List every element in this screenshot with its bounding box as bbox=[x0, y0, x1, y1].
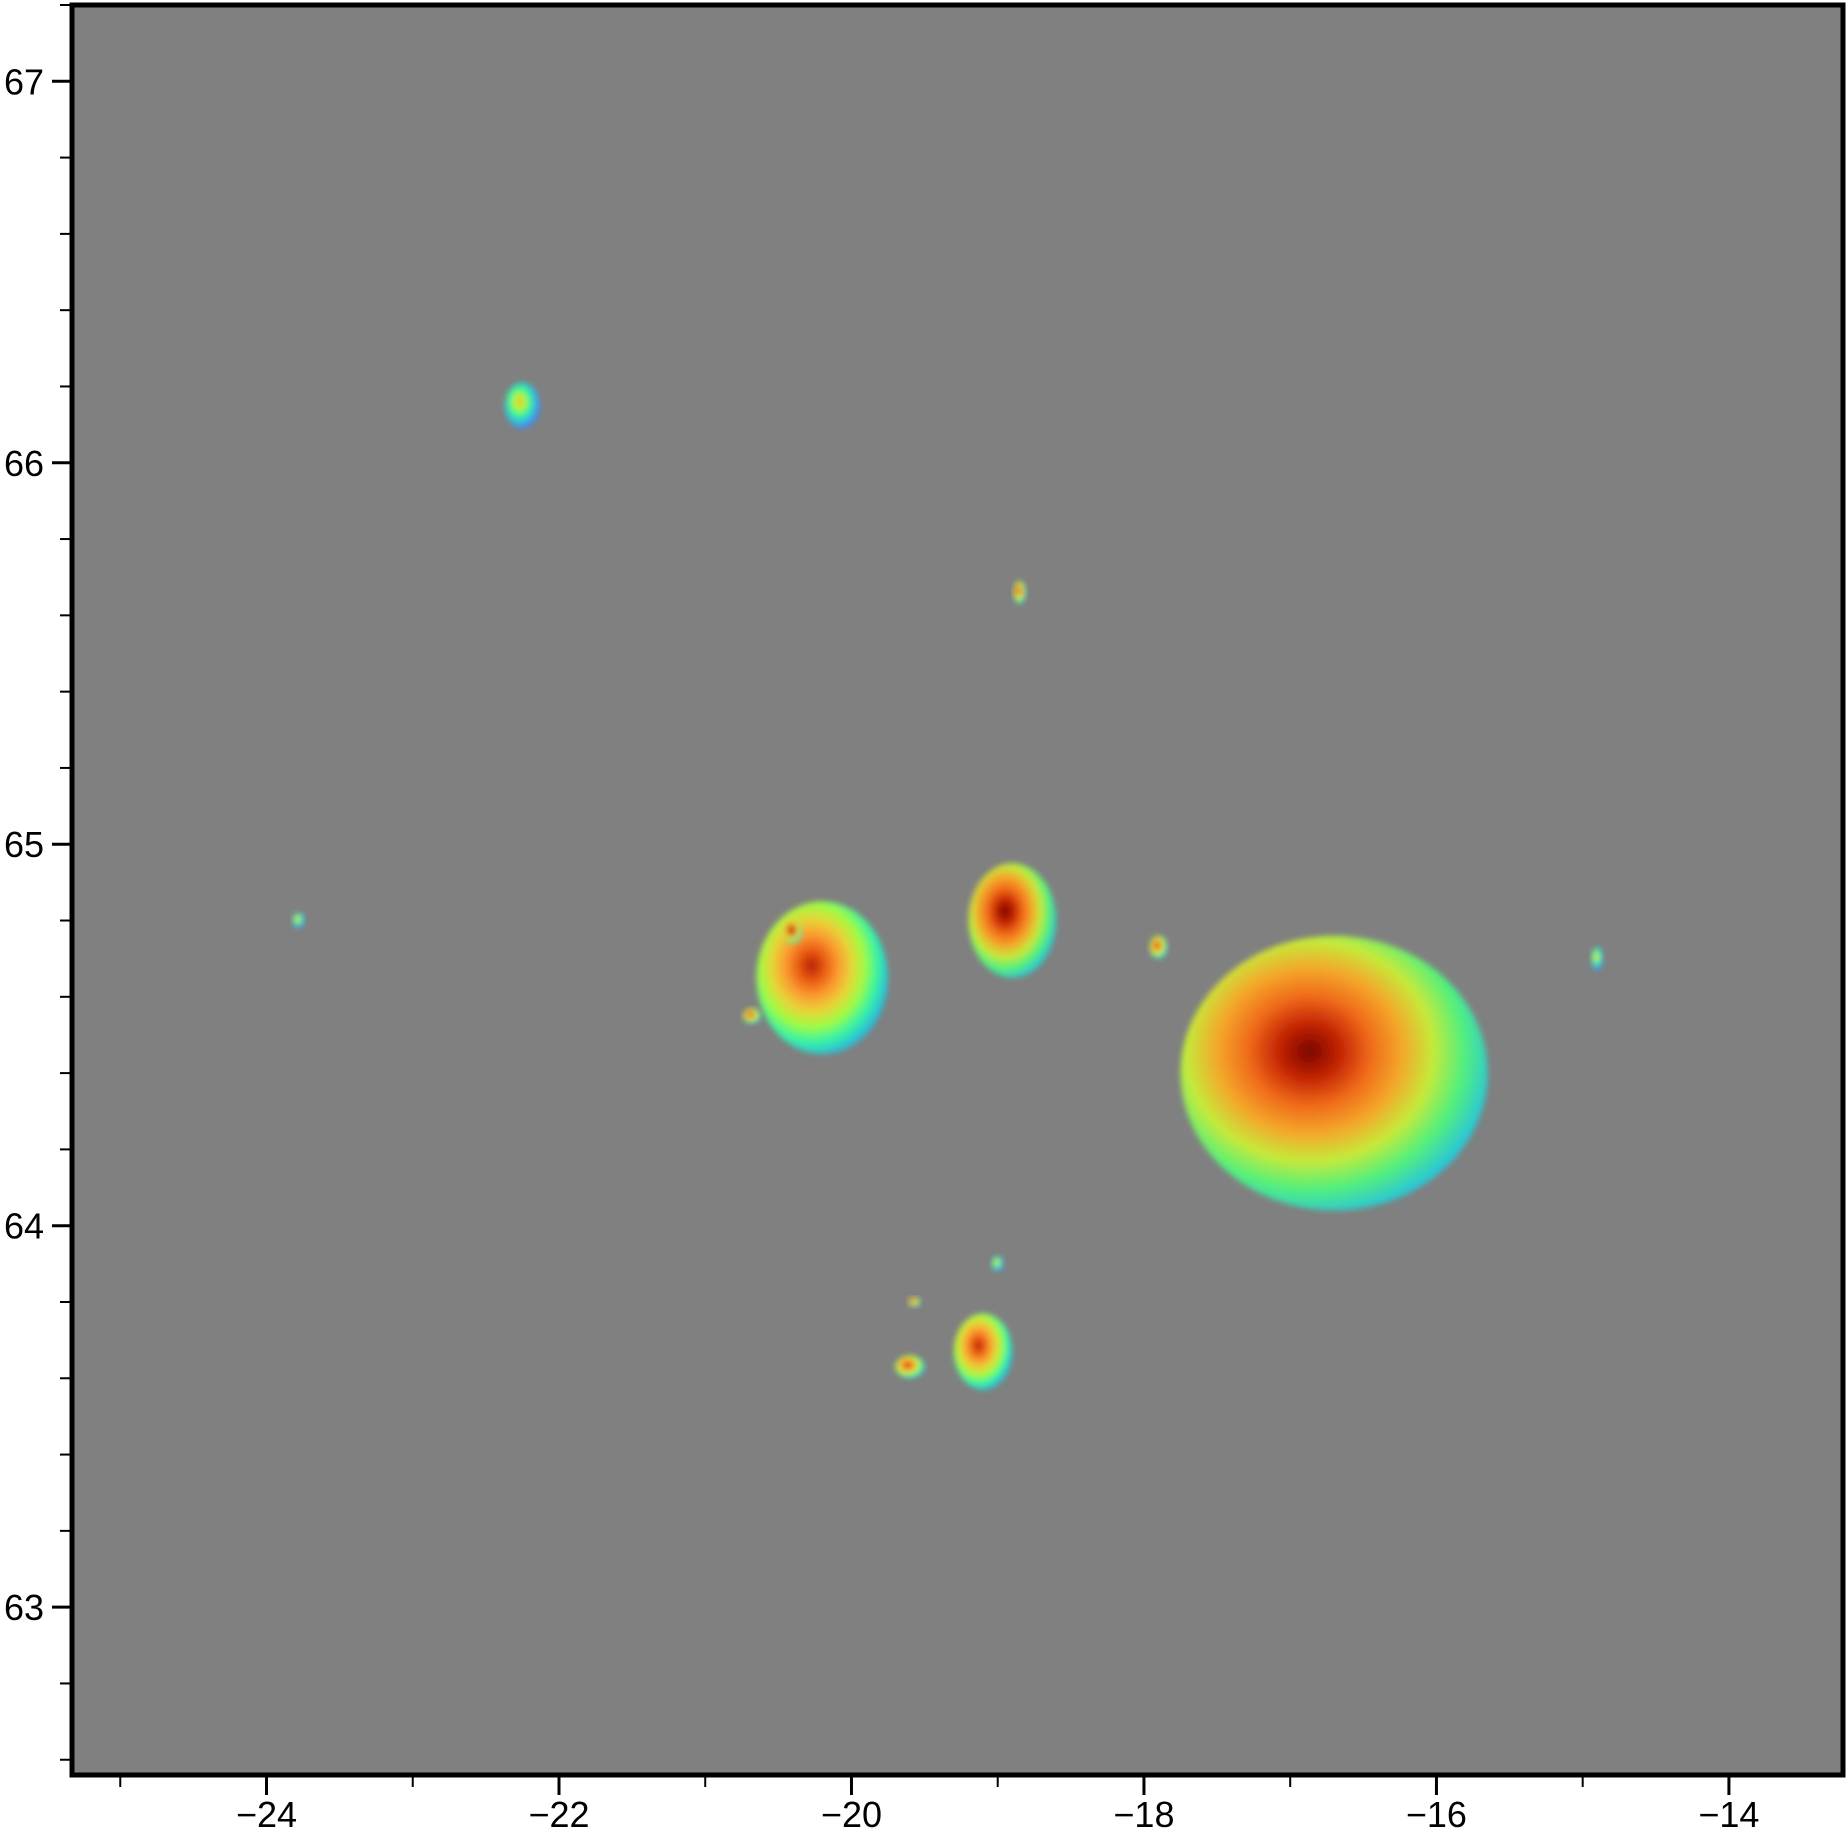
glacier-vatnaj-kull bbox=[1180, 935, 1488, 1211]
glacier-langj-kull bbox=[756, 901, 888, 1054]
glacier-layer bbox=[292, 382, 1604, 1390]
glacier--r-ndarj-kull bbox=[1591, 947, 1604, 971]
glacier-tr-llaskagi bbox=[1013, 581, 1026, 604]
x-tick-label: −16 bbox=[1406, 1794, 1467, 1835]
glacier-eyjafjallaj-kull bbox=[895, 1355, 925, 1379]
x-tick-label: −14 bbox=[1698, 1794, 1759, 1835]
y-axis: 67 66 65 64 63 bbox=[4, 4, 72, 1761]
glacier-hofsj-kull bbox=[968, 863, 1057, 978]
y-tick-label: 65 bbox=[4, 824, 44, 865]
y-tick-label: 64 bbox=[4, 1206, 44, 1247]
glacier-drangaj-kull bbox=[504, 382, 540, 429]
map-frame bbox=[69, 2, 1846, 1778]
glacier--risj-kull bbox=[784, 920, 802, 944]
y-tick-label: 67 bbox=[4, 61, 44, 102]
glacier-torfaj-kull bbox=[991, 1256, 1004, 1272]
glacier-eir-ksj-kull bbox=[743, 1008, 761, 1024]
x-tick-label: −24 bbox=[236, 1794, 297, 1835]
x-tick-label: −20 bbox=[821, 1794, 882, 1835]
x-tick-label: −18 bbox=[1113, 1794, 1174, 1835]
y-tick-label: 66 bbox=[4, 443, 44, 484]
glacier-sn-fellsj-kull bbox=[292, 912, 305, 929]
x-axis: −24 −22 −20 −18 −16 −14 bbox=[119, 1775, 1759, 1835]
map-background bbox=[72, 5, 1843, 1775]
glacier-tungnafellsj-kull bbox=[1149, 935, 1168, 959]
x-tick-label: −22 bbox=[528, 1794, 589, 1835]
y-tick-label: 63 bbox=[4, 1587, 44, 1628]
glacier-tindfjallaj-kull bbox=[908, 1297, 921, 1307]
glacier-m-rdalsj-kull bbox=[953, 1313, 1013, 1390]
